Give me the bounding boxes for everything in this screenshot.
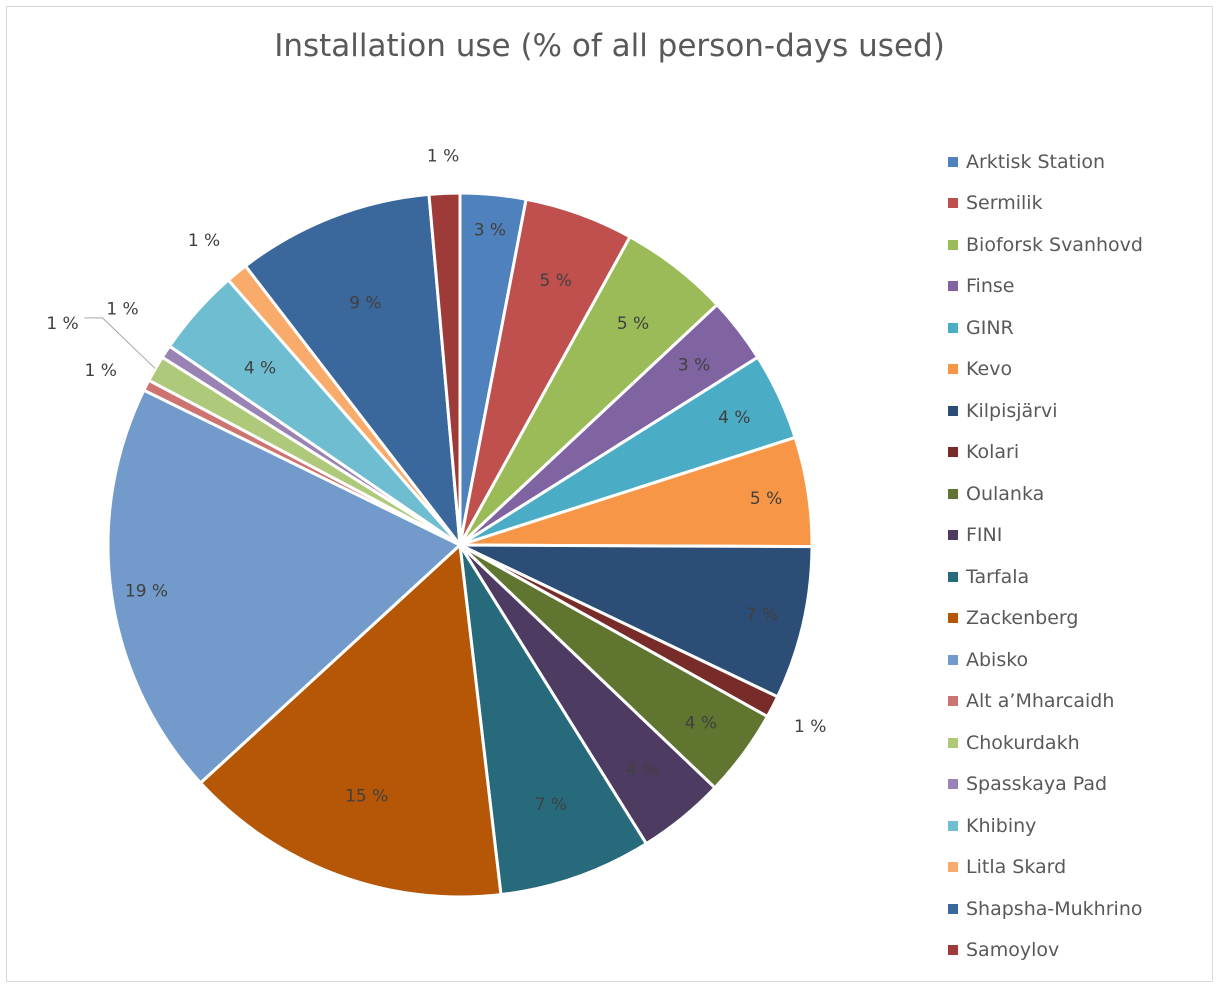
legend-label: Chokurdakh (966, 731, 1080, 754)
pie-slice-tarfala (458, 544, 649, 897)
legend-item-fini: FINI (948, 515, 1208, 557)
leader-line-chokurdakh (84, 317, 156, 370)
legend-swatch (948, 571, 958, 582)
pie-slice-samoylov (427, 191, 462, 546)
legend-item-sermilik: Sermilik (948, 183, 1208, 225)
legend-swatch (948, 447, 958, 458)
legend-swatch (948, 737, 958, 748)
pie-slice-abisko (106, 388, 463, 786)
legend-swatch (948, 654, 958, 665)
legend-label: Kolari (966, 441, 1020, 464)
legend-item-kilpisj-rvi: Kilpisjärvi (948, 390, 1208, 432)
legend-swatch (948, 488, 958, 499)
legend-swatch (948, 903, 958, 914)
slice-label-chokurdakh: 1 % (46, 314, 78, 334)
slice-label-kilpisj-rvi: 7 % (746, 605, 778, 625)
legend-item-tarfala: Tarfala (948, 556, 1208, 598)
legend-item-alt-a-mharcaidh: Alt a’Mharcaidh (948, 681, 1208, 723)
legend-label: Finse (966, 275, 1015, 298)
legend-label: GINR (966, 316, 1014, 339)
pie-slices (106, 191, 814, 899)
legend-swatch (948, 862, 958, 873)
legend-swatch (948, 281, 958, 292)
slice-label-abisko: 19 % (125, 581, 168, 601)
legend-item-kolari: Kolari (948, 432, 1208, 474)
legend-item-oulanka: Oulanka (948, 473, 1208, 515)
slice-label-samoylov: 1 % (427, 147, 459, 167)
legend-label: FINI (966, 524, 1003, 547)
slice-label-kolari: 1 % (794, 717, 826, 737)
legend-label: Shapsha-Mukhrino (966, 897, 1143, 920)
slice-label-khibiny: 4 % (244, 358, 276, 378)
legend-swatch (948, 198, 958, 209)
slice-label-shapsha-mukhrino: 9 % (349, 293, 381, 313)
legend-label: Kevo (966, 358, 1013, 381)
legend-label: Abisko (966, 648, 1029, 671)
legend-swatch (948, 779, 958, 790)
legend-label: Arktisk Station (966, 150, 1106, 173)
legend-swatch (948, 696, 958, 707)
legend-swatch (948, 239, 958, 250)
slice-label-sermilik: 5 % (540, 271, 572, 291)
slice-label-litla-skard: 1 % (188, 231, 220, 251)
legend-label: Bioforsk Svanhovd (966, 233, 1143, 256)
legend-item-spasskaya-pad: Spasskaya Pad (948, 764, 1208, 806)
pie-slice-zackenberg (198, 541, 503, 899)
slice-label-ginr: 4 % (718, 408, 750, 428)
legend-label: Spasskaya Pad (966, 773, 1108, 796)
legend-swatch (948, 530, 958, 541)
legend-item-bioforsk-svanhovd: Bioforsk Svanhovd (948, 224, 1208, 266)
slice-label-oulanka: 4 % (685, 714, 717, 734)
slice-label-alt-a-mharcaidh: 1 % (85, 361, 117, 381)
legend-swatch (948, 156, 958, 167)
legend: Arktisk Station Sermilik Bioforsk Svanhovd… (948, 141, 1208, 971)
slice-label-bioforsk-svanhovd: 5 % (617, 314, 649, 334)
legend-item-chokurdakh: Chokurdakh (948, 722, 1208, 764)
legend-item-litla-skard: Litla Skard (948, 847, 1208, 889)
legend-label: Kilpisjärvi (966, 399, 1058, 422)
leader-lines (84, 317, 156, 370)
legend-label: Zackenberg (966, 607, 1079, 630)
legend-swatch (948, 364, 958, 375)
legend-label: Sermilik (966, 192, 1043, 215)
legend-label: Tarfala (966, 565, 1030, 588)
legend-swatch (948, 322, 958, 333)
slice-label-kevo: 5 % (750, 489, 782, 509)
legend-item-samoylov: Samoylov (948, 930, 1208, 972)
slice-label-fini: 4 % (626, 760, 658, 780)
slice-label-arktisk-station: 3 % (474, 221, 506, 241)
legend-swatch (948, 405, 958, 416)
chart-title: Installation use (% of all person-days u… (274, 28, 945, 64)
pie-slice-shapsha-mukhrino (243, 192, 462, 550)
pie-slice-kilpisj-rvi (459, 543, 814, 699)
legend-label: Khibiny (966, 814, 1037, 837)
slice-label-zackenberg: 15 % (345, 787, 388, 807)
legend-item-ginr: GINR (948, 307, 1208, 349)
legend-item-shapsha-mukhrino: Shapsha-Mukhrino (948, 888, 1208, 930)
legend-label: Oulanka (966, 482, 1045, 505)
legend-item-khibiny: Khibiny (948, 805, 1208, 847)
legend-item-kevo: Kevo (948, 349, 1208, 391)
legend-swatch (948, 945, 958, 956)
legend-item-abisko: Abisko (948, 639, 1208, 681)
legend-item-zackenberg: Zackenberg (948, 598, 1208, 640)
legend-swatch (948, 820, 958, 831)
slice-labels: 3 % 5 % 5 % 3 % 4 % 5 % 7 % 1 % 4 % 4 % 7 % 15 % 19 … (46, 147, 826, 815)
legend-swatch (948, 613, 958, 624)
legend-item-finse: Finse (948, 266, 1208, 308)
slice-label-spasskaya-pad: 1 % (106, 300, 138, 320)
legend-label: Alt a’Mharcaidh (966, 690, 1115, 713)
slice-label-finse: 3 % (678, 355, 710, 375)
legend-label: Litla Skard (966, 856, 1067, 879)
slice-label-tarfala: 7 % (535, 795, 567, 815)
legend-item-arktisk-station: Arktisk Station (948, 141, 1208, 183)
legend-label: Samoylov (966, 939, 1060, 962)
